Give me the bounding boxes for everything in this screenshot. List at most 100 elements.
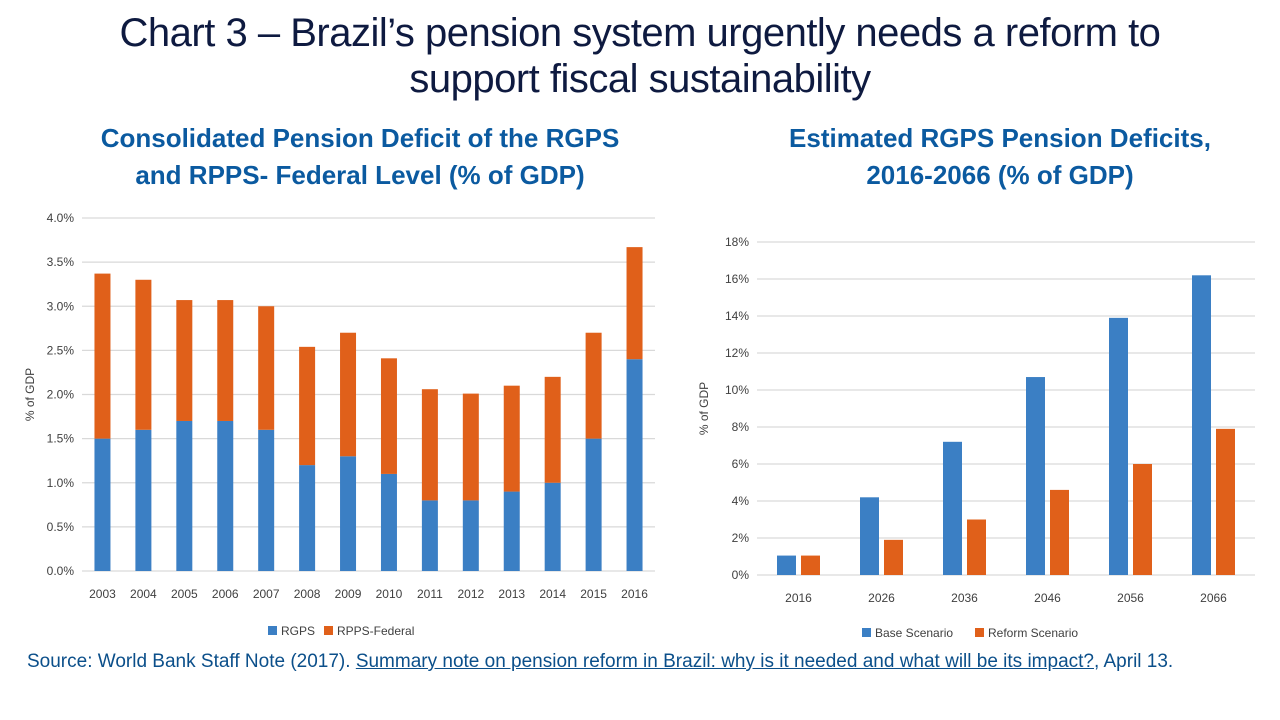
bar-rgps [585, 438, 602, 571]
left-chart-title-line2: and RPPS- Federal Level (% of GDP) [135, 160, 585, 190]
x-tick-label: 2008 [294, 587, 321, 601]
y-tick-label: 3.0% [47, 299, 75, 313]
bar-rpps-federal [585, 332, 602, 439]
x-tick-label: 2012 [457, 587, 484, 601]
x-tick-label: 2013 [498, 587, 525, 601]
bar-reform-scenario [884, 539, 903, 575]
consolidated-deficit-chart: 0.0% 0.5% 1.0% 1.5% 2.0% 2.5% 3.0% 3.5% 4.0% % of… [23, 211, 655, 638]
source-prefix: Source: World Bank Staff Note (2017). [27, 651, 356, 672]
legend-swatch [268, 626, 277, 635]
main-title-line1: Chart 3 – Brazil’s pension system urgent… [119, 11, 1161, 55]
bar-rgps [340, 456, 357, 571]
x-tick-label: 2016 [621, 587, 648, 601]
bar-rpps-federal [135, 279, 152, 430]
bar-base-scenario [943, 441, 962, 575]
bar-rpps-federal [380, 358, 397, 474]
y-tick-label: 1.0% [47, 476, 75, 490]
x-tick-label: 2006 [212, 587, 239, 601]
x-tick-label: 2015 [580, 587, 607, 601]
bar-rpps-federal [503, 385, 520, 492]
y-tick-label: 18% [725, 235, 749, 249]
bar-rgps [462, 500, 479, 571]
bar-rpps-federal [340, 332, 357, 457]
bar-rpps-federal [626, 247, 643, 360]
rgps-projection-chart: 0% 2% 4% 6% 8% 10% 12% 14% 16% 18% % of GDP 2016 202… [697, 235, 1255, 640]
bar-reform-scenario [1216, 428, 1235, 575]
bar-rpps-federal [176, 300, 193, 421]
x-tick-label: 2004 [130, 587, 157, 601]
bar-rgps [258, 429, 275, 571]
y-tick-label: 1.5% [47, 432, 75, 446]
bar-base-scenario [1109, 317, 1128, 575]
bar-rgps [380, 473, 397, 571]
main-title-line2: support fiscal sustainability [409, 57, 871, 101]
y-tick-label: 8% [732, 420, 750, 434]
source-suffix: , April 13. [1094, 651, 1174, 672]
bar-rgps [135, 429, 152, 571]
bar-rgps [421, 500, 438, 571]
bar-base-scenario [860, 497, 879, 575]
x-tick-label: 2011 [417, 587, 443, 601]
y-tick-label: 10% [725, 383, 749, 397]
bar-base-scenario [777, 555, 796, 575]
y-tick-label: 6% [732, 457, 750, 471]
left-chart-title-line1: Consolidated Pension Deficit of the RGPS [100, 123, 620, 153]
y-tick-label: 4% [732, 494, 750, 508]
bar-reform-scenario [1133, 464, 1152, 575]
legend-swatch [975, 628, 984, 637]
source-note: Source: World Bank Staff Note (2017). Su… [27, 648, 1257, 676]
x-tick-label: 2010 [376, 587, 403, 601]
x-tick-label: 2016 [785, 591, 812, 605]
bar-rgps [299, 465, 316, 571]
legend-label: Reform Scenario [988, 626, 1078, 640]
bar-rgps [626, 359, 643, 571]
bar-rgps [217, 420, 234, 571]
x-tick-label: 2005 [171, 587, 198, 601]
y-tick-label: 2% [732, 531, 750, 545]
bar-rpps-federal [544, 376, 561, 483]
x-tick-label: 2014 [539, 587, 566, 601]
y-tick-label: 0% [732, 568, 750, 582]
y-tick-label: 3.5% [47, 255, 75, 269]
legend-label: Base Scenario [875, 626, 953, 640]
x-tick-label: 2056 [1117, 591, 1144, 605]
y-tick-label: 12% [725, 346, 749, 360]
bar-base-scenario [1192, 275, 1211, 575]
bar-rpps-federal [421, 389, 438, 501]
x-tick-label: 2007 [253, 587, 280, 601]
bar-base-scenario [1026, 377, 1045, 575]
x-tick-label: 2009 [335, 587, 362, 601]
bar-rpps-federal [94, 273, 111, 439]
bar-reform-scenario [967, 519, 986, 575]
y-tick-label: 0.0% [47, 564, 75, 578]
y-tick-label: 16% [725, 272, 749, 286]
right-chart-title-line2: 2016-2066 (% of GDP) [866, 160, 1134, 190]
y-tick-label: 4.0% [47, 211, 75, 225]
x-tick-label: 2046 [1034, 591, 1061, 605]
source-link[interactable]: Summary note on pension reform in Brazil… [355, 651, 1094, 672]
x-tick-label: 2036 [951, 591, 978, 605]
right-chart-title-line1: Estimated RGPS Pension Deficits, [789, 123, 1211, 153]
legend-swatch [324, 626, 333, 635]
y-tick-label: 2.0% [47, 388, 75, 402]
left-chart-title: Consolidated Pension Deficit of the RGPS… [60, 120, 660, 194]
bar-rgps [503, 491, 520, 571]
y-axis-label: % of GDP [23, 368, 37, 421]
x-tick-label: 2066 [1200, 591, 1227, 605]
y-tick-label: 14% [725, 309, 749, 323]
legend-label: RPPS-Federal [337, 624, 414, 638]
bar-rgps [544, 482, 561, 571]
bar-reform-scenario [1050, 489, 1069, 575]
legend-swatch [862, 628, 871, 637]
bar-rgps [94, 438, 111, 571]
y-tick-label: 2.5% [47, 343, 75, 357]
bar-reform-scenario [801, 555, 820, 575]
right-chart-title: Estimated RGPS Pension Deficits, 2016-20… [730, 120, 1270, 194]
legend-label: RGPS [281, 624, 315, 638]
bar-rpps-federal [462, 393, 479, 501]
main-title: Chart 3 – Brazil’s pension system urgent… [0, 10, 1280, 102]
x-tick-label: 2003 [89, 587, 116, 601]
x-tick-label: 2026 [868, 591, 895, 605]
y-tick-label: 0.5% [47, 520, 75, 534]
bar-rpps-federal [299, 346, 316, 466]
